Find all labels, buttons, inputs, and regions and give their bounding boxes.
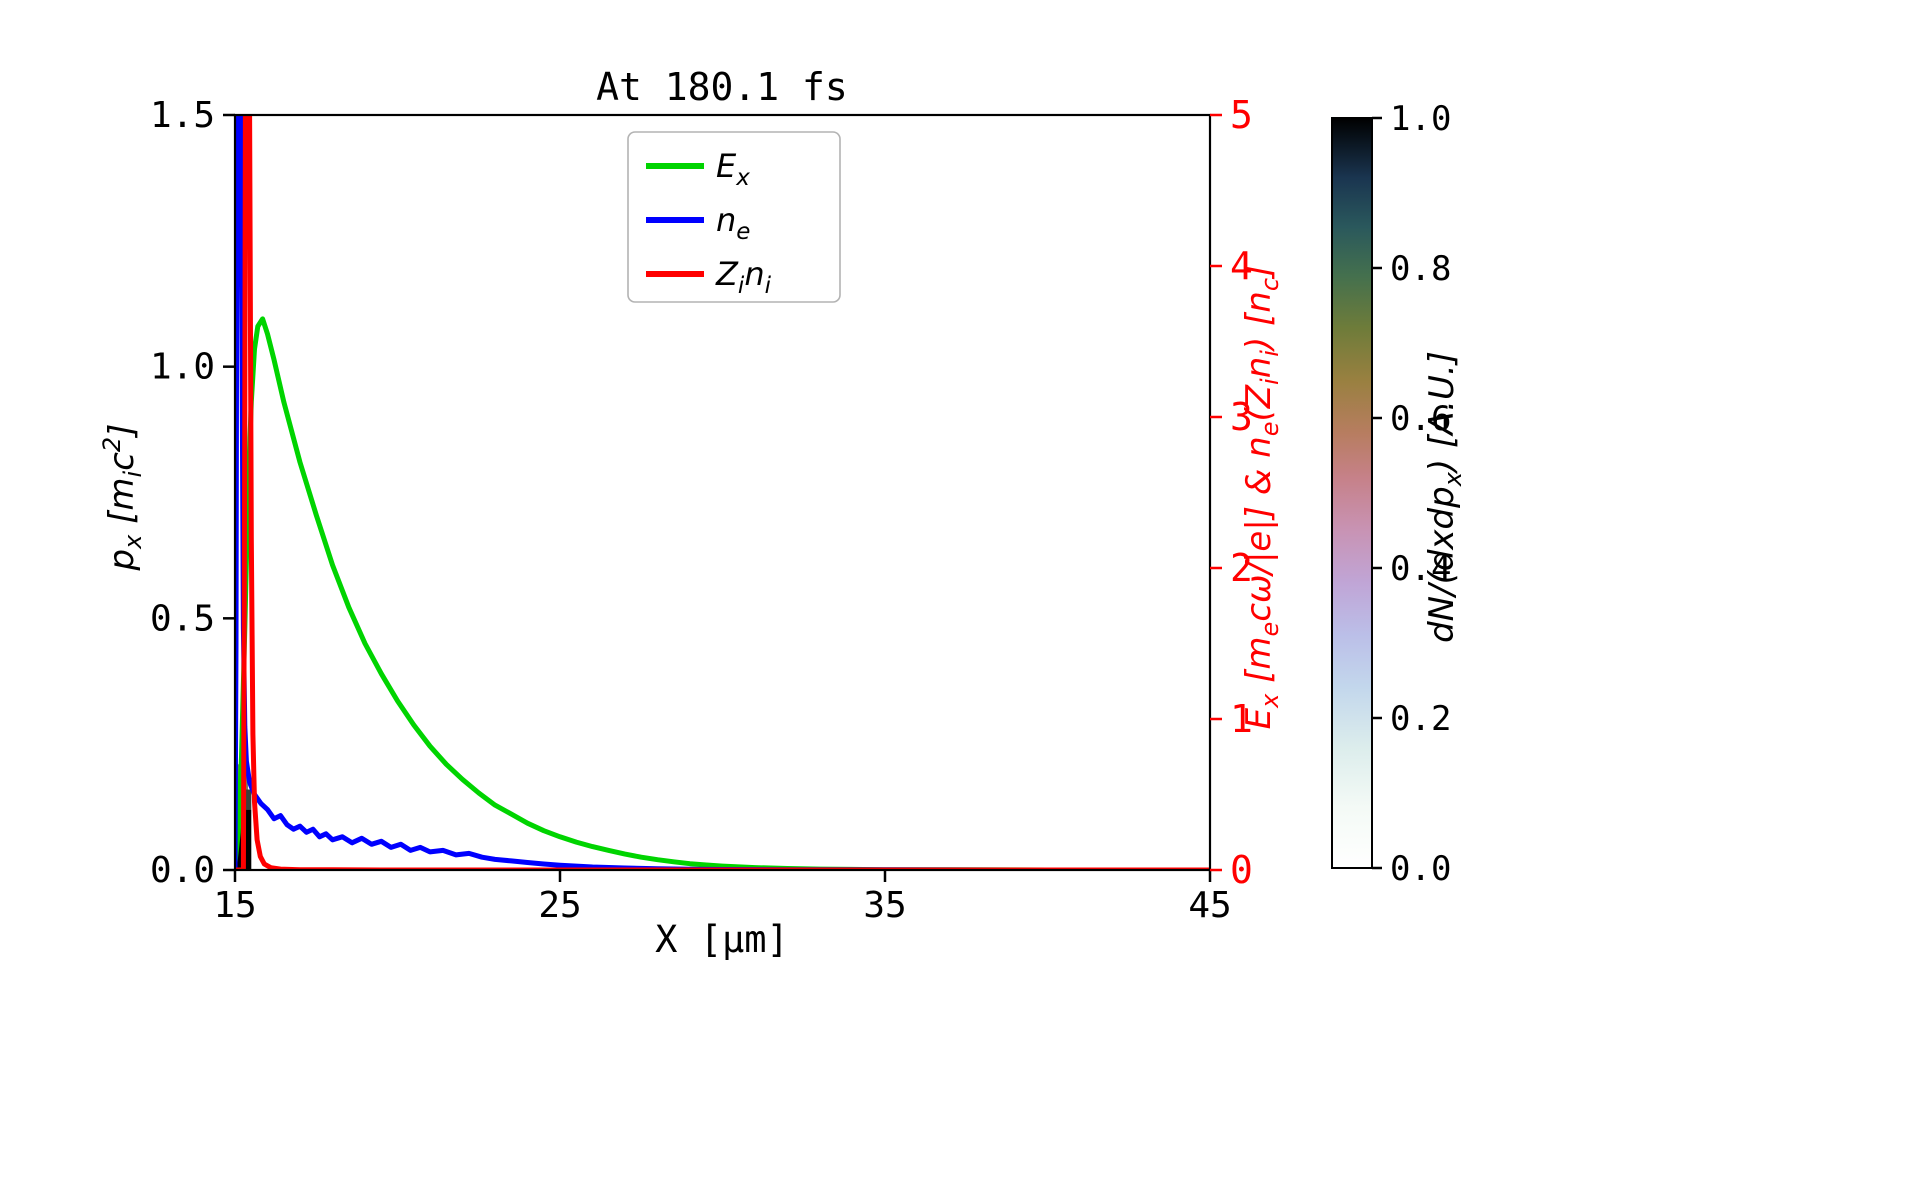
colorbar-tick-label: 0.6 xyxy=(1390,399,1451,439)
y-left-axis-label: px [mic2] xyxy=(98,424,147,572)
y-right-tick-label: 4 xyxy=(1230,244,1253,288)
x-tick-label: 45 xyxy=(1188,885,1231,926)
colorbar-tick-label: 0.4 xyxy=(1390,549,1451,589)
y-left-tick-label: 0.0 xyxy=(150,850,215,891)
x-tick-label: 35 xyxy=(863,885,906,926)
x-tick-label: 15 xyxy=(213,885,256,926)
y-right-tick-label: 2 xyxy=(1230,546,1253,590)
colorbar-tick-label: 0.8 xyxy=(1390,249,1451,289)
y-right-tick-label: 1 xyxy=(1230,697,1253,741)
chart-title: At 180.1 fs xyxy=(596,65,848,109)
colorbar-border xyxy=(1331,117,1373,869)
y-left-tick-label: 0.5 xyxy=(150,598,215,639)
legend-entry-label: Zini xyxy=(715,255,772,299)
colorbar-tick-label: 0.0 xyxy=(1390,849,1451,889)
x-axis-label: X [μm] xyxy=(655,918,789,961)
y-right-tick-label: 5 xyxy=(1230,93,1253,137)
colorbar: 0.0 0.2 0.4 0.6 0.8 1.0 xyxy=(1331,99,1451,889)
y-left-tick-label: 1.5 xyxy=(150,95,215,136)
legend-box xyxy=(627,131,841,303)
x-tick-label: 25 xyxy=(538,885,581,926)
colorbar-tick-label: 0.2 xyxy=(1390,699,1451,739)
plot-border xyxy=(233,113,1212,872)
y-right-tick-label: 3 xyxy=(1230,395,1253,439)
colorbar-tick-label: 1.0 xyxy=(1390,99,1451,139)
y-right-tick-label: 0 xyxy=(1230,848,1253,892)
colorbar-label: dN/(dxdpx) [A.U.] xyxy=(1422,351,1467,643)
legend: Ex ne Zini xyxy=(627,131,841,303)
curve-ne xyxy=(235,115,1210,870)
y-left-tick-label: 1.0 xyxy=(150,347,215,388)
curve-Ex xyxy=(235,316,1210,870)
legend-entry-label: ne xyxy=(716,201,750,245)
y-right-axis-label: Ex [mecω/|e|] & ne(Zini) [nc] xyxy=(1239,265,1284,730)
legend-entry-label: Ex xyxy=(716,147,750,191)
colorbar-gradient xyxy=(1332,118,1372,868)
